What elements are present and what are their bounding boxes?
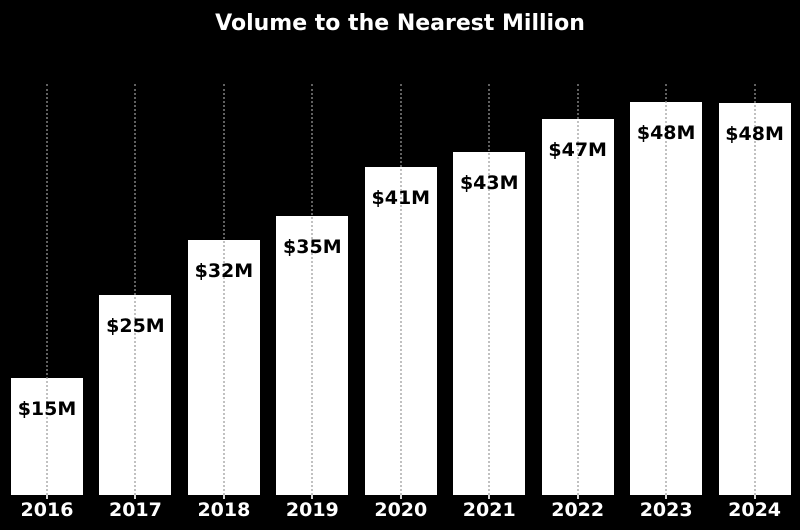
x-axis-label-2023: 2023 — [639, 499, 693, 521]
x-axis-label-2024: 2024 — [728, 499, 782, 521]
x-axis-tick — [399, 495, 402, 499]
x-axis-label-2020: 2020 — [374, 499, 428, 521]
x-axis-label-2019: 2019 — [285, 499, 339, 521]
x-axis-tick — [311, 495, 314, 499]
bar-value-label: $48M — [636, 122, 696, 144]
bar-value-label: $41M — [371, 187, 431, 209]
bar-value-label: $48M — [725, 123, 784, 145]
x-axis-label-2017: 2017 — [108, 499, 162, 521]
chart-title: Volume to the Nearest Million — [215, 11, 585, 36]
gridline-2024 — [753, 84, 756, 495]
x-axis-tick — [134, 495, 137, 499]
x-axis-tick — [665, 495, 668, 499]
gridline-2020 — [399, 84, 402, 495]
x-axis-label-2016: 2016 — [20, 499, 74, 521]
x-axis-label-2018: 2018 — [197, 499, 251, 521]
gridline-2016 — [46, 84, 48, 495]
bar-value-label: $47M — [548, 139, 607, 161]
gridline-2021 — [488, 84, 491, 495]
x-axis-tick — [222, 495, 225, 499]
x-axis-tick — [576, 495, 579, 499]
bar-value-label: $35M — [283, 236, 342, 258]
gridline-2022 — [576, 84, 579, 495]
gridline-2019 — [311, 84, 314, 495]
x-axis-label-2021: 2021 — [462, 499, 516, 521]
x-axis-label-2022: 2022 — [551, 499, 605, 521]
bar-value-label: $25M — [106, 315, 165, 337]
gridline-2018 — [222, 84, 225, 495]
gridline-2017 — [134, 84, 137, 495]
gridline-2023 — [665, 84, 668, 495]
x-axis-tick — [46, 495, 48, 499]
x-axis-tick — [753, 495, 756, 499]
x-axis-tick — [488, 495, 491, 499]
bar-value-label: $43M — [459, 172, 519, 194]
bar-value-label: $32M — [194, 260, 254, 282]
bar-value-label: $15M — [17, 398, 77, 420]
